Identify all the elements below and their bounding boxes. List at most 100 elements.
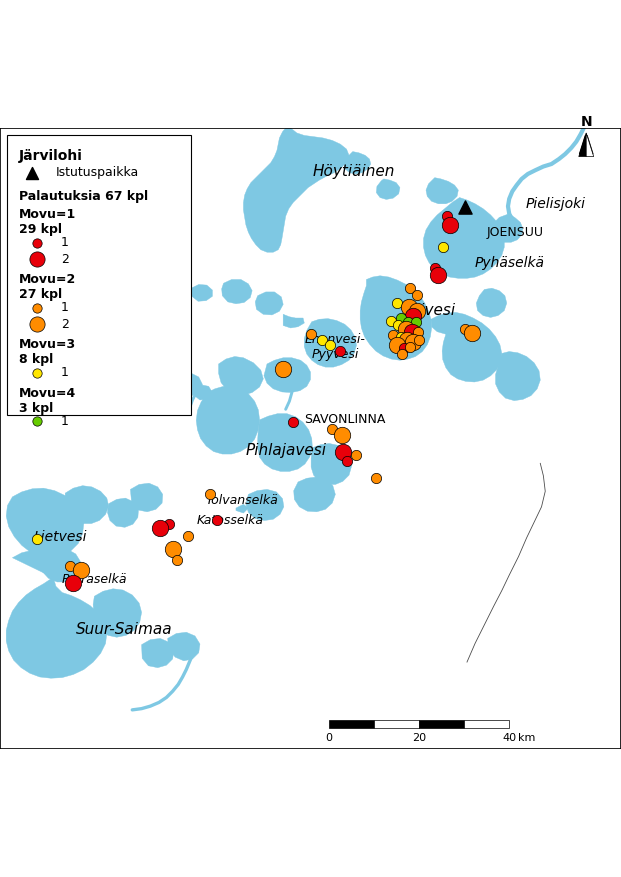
Text: Järvilohi: Järvilohi [19, 149, 83, 163]
Text: 3 kpl: 3 kpl [19, 402, 53, 415]
Polygon shape [258, 414, 312, 472]
Text: Orivesi: Orivesi [402, 303, 455, 318]
Point [442, 210, 452, 224]
Point [407, 324, 417, 339]
Text: 27 kpl: 27 kpl [19, 289, 61, 302]
Point [392, 339, 402, 353]
Point [402, 333, 412, 347]
Text: N: N [581, 115, 592, 129]
Text: 1: 1 [61, 236, 69, 249]
Text: 8 kpl: 8 kpl [19, 353, 53, 367]
Polygon shape [294, 477, 335, 512]
Polygon shape [376, 179, 400, 199]
Polygon shape [93, 588, 142, 638]
Point [397, 347, 407, 361]
Polygon shape [426, 178, 458, 203]
Point [335, 344, 345, 358]
Point [412, 303, 422, 317]
Point [399, 341, 409, 355]
Point [76, 562, 86, 576]
Polygon shape [191, 284, 212, 302]
Text: Haukivesi: Haukivesi [99, 353, 174, 367]
Text: Movu=3: Movu=3 [19, 339, 76, 352]
Polygon shape [586, 133, 594, 157]
Text: Pyhäselkä: Pyhäselkä [474, 256, 544, 270]
Polygon shape [222, 280, 252, 303]
Polygon shape [476, 289, 507, 317]
Polygon shape [344, 152, 371, 174]
Polygon shape [116, 339, 150, 363]
Point [460, 201, 469, 215]
Point [386, 313, 396, 327]
Point [164, 517, 174, 531]
Point [430, 261, 440, 275]
Polygon shape [431, 312, 502, 382]
Point [408, 309, 418, 323]
Point [433, 267, 443, 282]
Text: Movu=4: Movu=4 [19, 387, 76, 400]
Text: Pihlajavesi: Pihlajavesi [245, 444, 326, 459]
Polygon shape [97, 245, 148, 287]
Polygon shape [579, 133, 586, 157]
Point [411, 315, 421, 329]
Polygon shape [70, 267, 170, 346]
Polygon shape [492, 214, 523, 242]
Point [325, 339, 335, 353]
Text: Tolvanselkä: Tolvanselkä [206, 494, 279, 507]
Point [337, 428, 347, 442]
Point [172, 553, 182, 567]
Point [278, 362, 288, 376]
Point [405, 339, 415, 353]
Bar [374, 720, 419, 728]
Text: JOENSUU: JOENSUU [487, 226, 544, 239]
Text: Pielisjoki: Pielisjoki [526, 196, 586, 210]
Point [413, 324, 423, 339]
Polygon shape [6, 550, 107, 678]
Polygon shape [496, 352, 540, 401]
Text: Palautuksia 67 kpl: Palautuksia 67 kpl [19, 190, 148, 203]
Point [392, 296, 402, 310]
Bar [7, 135, 191, 415]
Polygon shape [39, 548, 81, 582]
Point [396, 311, 406, 325]
Text: 1: 1 [61, 367, 69, 380]
Polygon shape [264, 358, 310, 393]
Text: km: km [518, 733, 535, 743]
Point [205, 488, 215, 502]
Point [212, 513, 222, 527]
Text: Katosselkä: Katosselkä [196, 514, 263, 527]
Point [460, 322, 469, 336]
Polygon shape [246, 489, 284, 520]
Point [414, 333, 424, 347]
Point [155, 521, 165, 535]
Text: 40: 40 [502, 733, 516, 743]
Point [438, 240, 448, 254]
Text: Suur-Saimaa: Suur-Saimaa [76, 623, 173, 638]
Point [342, 453, 351, 467]
Polygon shape [311, 444, 351, 484]
Polygon shape [219, 357, 263, 395]
Point [65, 559, 75, 573]
Point [388, 328, 398, 342]
Point [404, 300, 414, 314]
Bar [464, 720, 509, 728]
Polygon shape [196, 387, 260, 454]
Polygon shape [194, 385, 212, 400]
Point [32, 532, 42, 546]
Bar [419, 720, 464, 728]
Point [401, 322, 410, 336]
Polygon shape [168, 632, 200, 660]
Text: 0: 0 [325, 733, 333, 743]
Bar [329, 720, 374, 728]
Point [371, 471, 381, 485]
Polygon shape [80, 356, 108, 379]
Polygon shape [236, 504, 248, 513]
Polygon shape [255, 292, 283, 315]
Text: Istutuspaikka: Istutuspaikka [56, 167, 139, 180]
Polygon shape [90, 346, 124, 369]
Text: Lietvesi: Lietvesi [34, 530, 88, 544]
Text: Höytiäinen: Höytiäinen [313, 164, 395, 179]
Text: Petraselkä: Petraselkä [61, 573, 127, 586]
Point [288, 415, 298, 429]
Polygon shape [65, 486, 109, 524]
